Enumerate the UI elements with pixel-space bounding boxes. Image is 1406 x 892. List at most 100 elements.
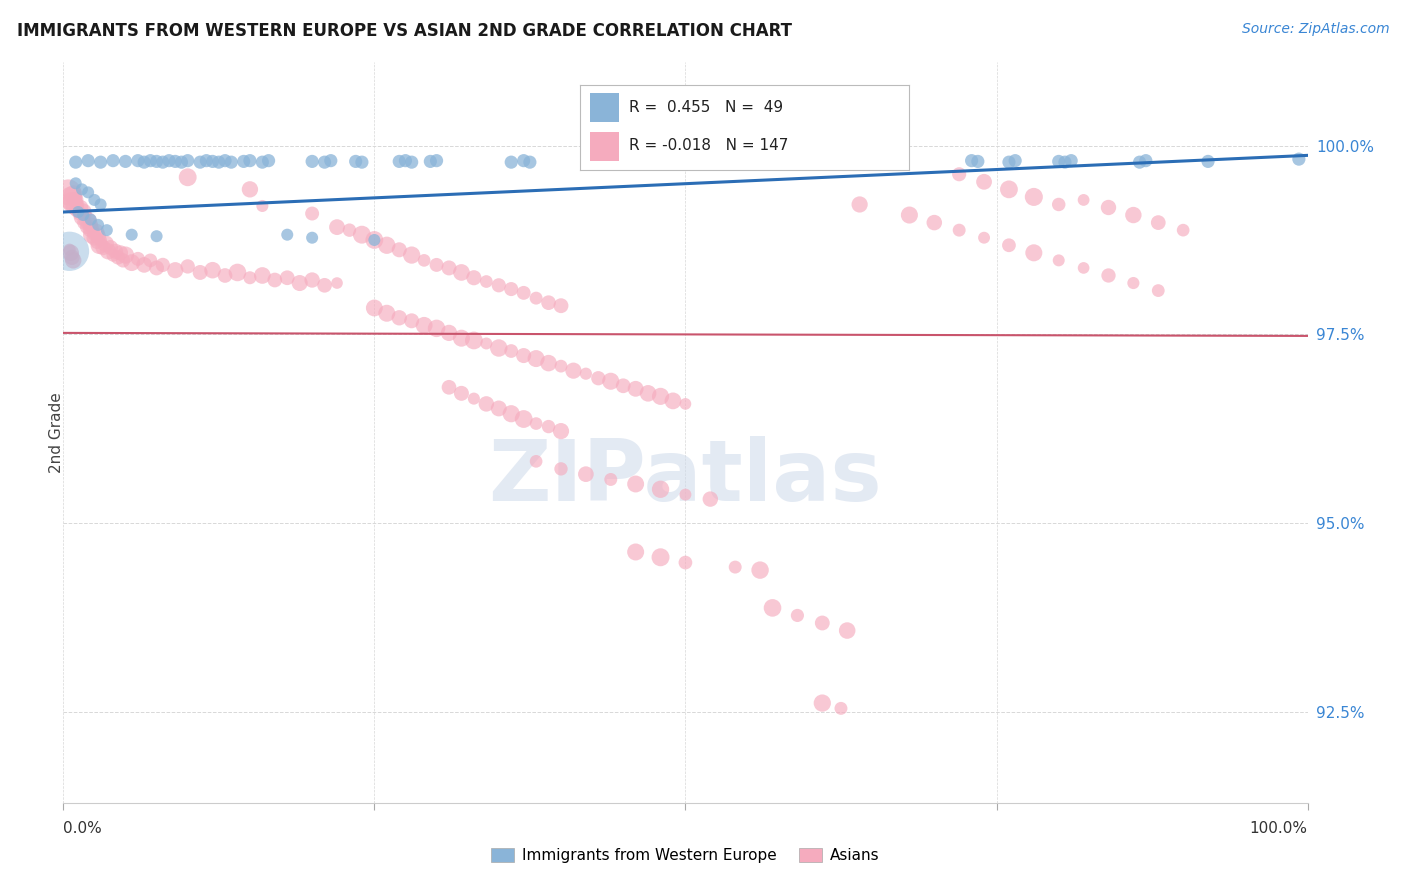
Point (239, 270, 262, 285)
Point (252, 155, 274, 169)
Text: 100.0%: 100.0% (1250, 822, 1308, 837)
Point (599, 374, 621, 388)
Point (79, 218, 101, 232)
Point (524, 291, 547, 305)
Point (537, 419, 560, 434)
Point (170, 155, 193, 169)
Point (948, 223, 970, 237)
Point (214, 153, 236, 168)
Point (101, 153, 124, 168)
Point (201, 154, 224, 169)
Point (139, 153, 162, 168)
Point (1047, 197, 1070, 211)
Point (437, 380, 460, 394)
Point (699, 492, 721, 507)
Point (973, 175, 995, 189)
Point (463, 270, 485, 285)
Point (152, 155, 174, 169)
Point (70, 211, 93, 225)
Point (208, 155, 231, 169)
Point (401, 155, 423, 169)
Point (524, 351, 547, 366)
Point (401, 248, 423, 262)
Point (276, 270, 298, 285)
Point (860, 154, 883, 169)
Point (1129, 155, 1152, 169)
Point (83, 230, 105, 244)
Point (62, 253, 84, 268)
Point (1047, 253, 1070, 268)
Point (177, 170, 200, 185)
Point (624, 477, 647, 491)
Point (65, 193, 87, 207)
Point (426, 321, 449, 335)
Point (475, 397, 498, 411)
Point (749, 563, 772, 577)
Point (201, 263, 224, 277)
Point (101, 248, 124, 262)
Point (1022, 190, 1045, 204)
Point (314, 155, 336, 169)
Point (488, 401, 510, 416)
Point (232, 154, 254, 169)
Point (837, 624, 859, 638)
Point (100, 240, 122, 254)
Point (94, 236, 117, 251)
Legend: Immigrants from Western Europe, Asians: Immigrants from Western Europe, Asians (485, 842, 886, 869)
Point (344, 154, 367, 169)
Point (830, 701, 852, 715)
Point (537, 356, 560, 370)
Point (111, 253, 134, 268)
Point (1073, 193, 1095, 207)
Point (401, 314, 423, 328)
Point (226, 265, 249, 279)
Point (90, 197, 112, 211)
Point (114, 248, 136, 262)
Point (314, 278, 336, 293)
Point (65, 177, 87, 191)
Point (501, 344, 523, 359)
Point (195, 153, 218, 168)
Point (67, 205, 90, 219)
Point (388, 243, 411, 257)
Point (263, 273, 285, 287)
Point (188, 155, 211, 169)
Point (63, 199, 86, 213)
Point (77, 186, 100, 200)
Y-axis label: 2nd Grade: 2nd Grade (49, 392, 63, 473)
Point (58, 186, 80, 200)
Point (1073, 260, 1095, 275)
Point (1147, 284, 1170, 298)
Point (637, 386, 659, 401)
Point (886, 155, 908, 169)
Point (426, 153, 449, 168)
Point (239, 182, 262, 196)
Point (388, 310, 411, 325)
Point (69, 206, 91, 220)
Point (301, 206, 323, 220)
Point (501, 155, 523, 169)
Point (60, 195, 83, 210)
Point (72, 205, 94, 219)
Point (76, 220, 98, 235)
Point (537, 295, 560, 310)
Point (419, 154, 441, 169)
Point (375, 306, 398, 320)
Point (127, 153, 149, 168)
Point (252, 199, 274, 213)
Point (70, 182, 93, 196)
Point (257, 153, 280, 168)
Point (301, 154, 323, 169)
Point (501, 282, 523, 296)
Point (121, 227, 143, 242)
Point (219, 155, 242, 169)
Point (104, 244, 127, 259)
Point (288, 276, 311, 290)
Point (165, 154, 187, 169)
Point (1122, 276, 1144, 290)
Point (413, 318, 436, 333)
Point (80, 227, 103, 242)
Point (60, 251, 83, 265)
Point (58, 244, 80, 259)
Point (1097, 201, 1119, 215)
